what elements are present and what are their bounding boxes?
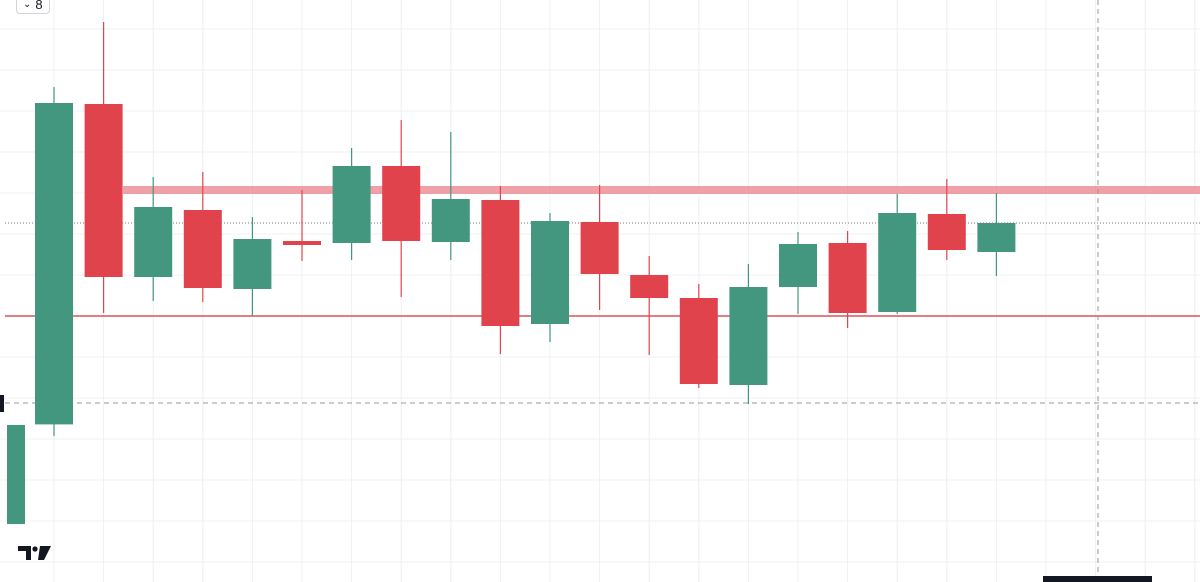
candle-body[interactable] (134, 207, 173, 277)
candle-body[interactable] (679, 298, 718, 384)
candle-body[interactable] (580, 222, 619, 274)
candle-body[interactable] (531, 221, 569, 324)
candle-body[interactable] (878, 213, 917, 312)
candle-body[interactable] (183, 210, 222, 288)
time-axis-label-bar (1043, 576, 1152, 582)
candle-body[interactable] (927, 214, 966, 250)
candle-body[interactable] (84, 104, 123, 277)
candle-body[interactable] (332, 166, 371, 243)
candles[interactable] (7, 22, 1016, 524)
candle-body[interactable] (729, 287, 768, 385)
price-marker (0, 395, 4, 412)
chevron-down-icon: ⌄ (23, 0, 32, 10)
resistance-zone (123, 186, 1200, 194)
candle-body[interactable] (779, 244, 817, 287)
candle-body[interactable] (35, 103, 73, 425)
collapse-toggle-button[interactable]: ⌄ 8 (16, 0, 50, 14)
candle-body[interactable] (481, 200, 520, 326)
indicator-count: 8 (35, 0, 43, 12)
candle-body[interactable] (828, 243, 867, 313)
candle-body[interactable] (977, 223, 1016, 252)
tradingview-logo-icon (18, 546, 51, 560)
candle-body[interactable] (431, 199, 470, 242)
candle-body[interactable] (630, 275, 669, 298)
candle-body[interactable] (233, 239, 272, 289)
candle-body[interactable] (382, 166, 421, 241)
candle-body[interactable] (7, 425, 25, 524)
candle-body[interactable] (283, 241, 321, 245)
